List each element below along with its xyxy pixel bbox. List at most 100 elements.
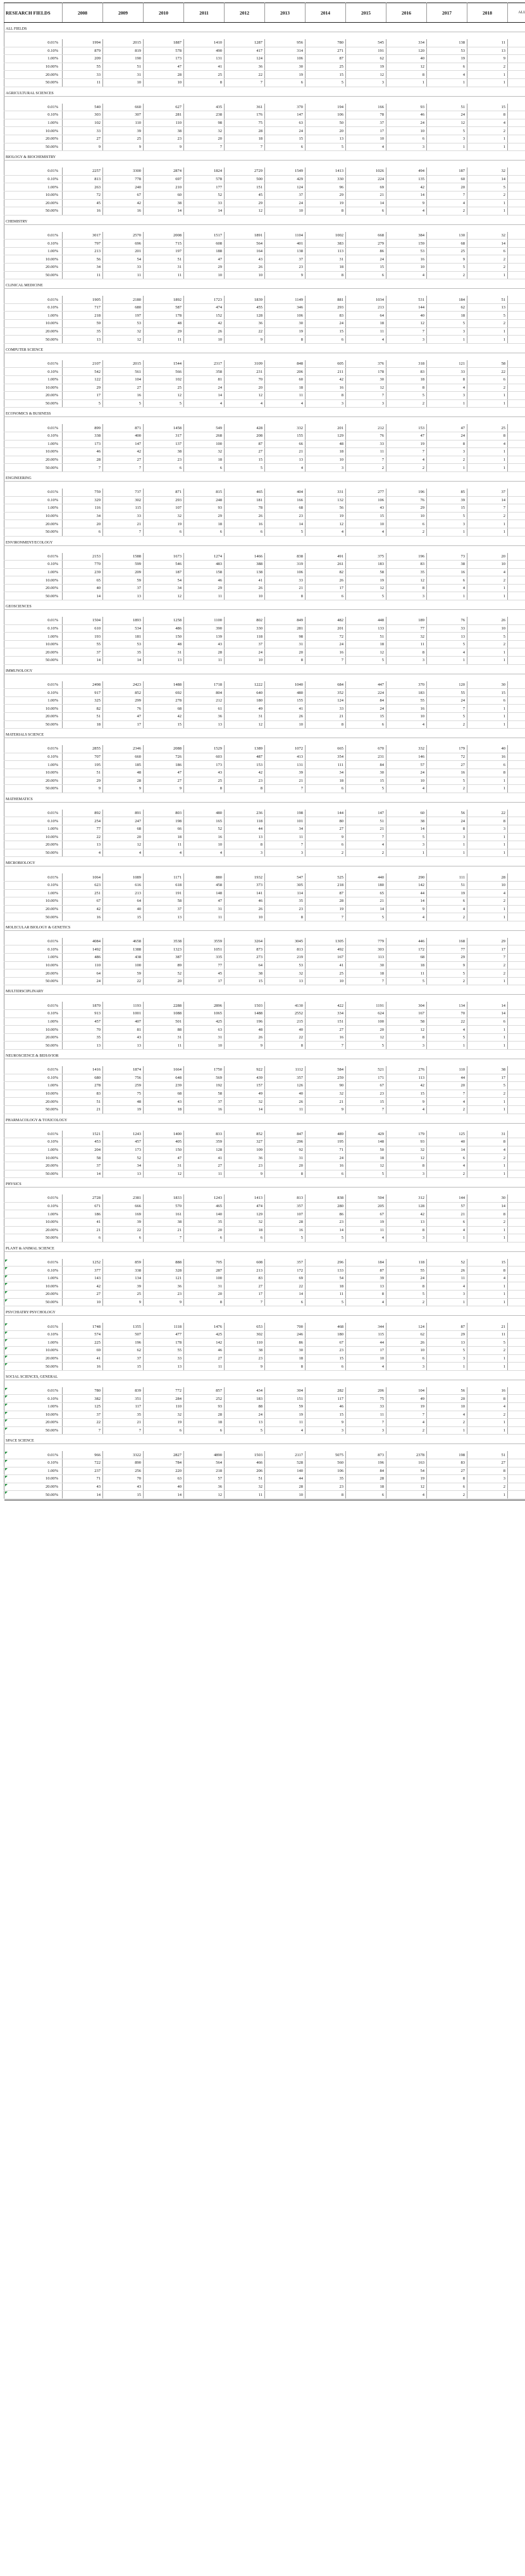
field-name: MULTIDISCIPLINARY (4, 985, 525, 995)
year-value-cell: 14 (345, 199, 386, 208)
year-value-cell: 66 (264, 440, 306, 449)
threshold-label: 10.00% (4, 576, 63, 585)
year-value-cell: 1 (467, 648, 508, 657)
year-value-cell: 161 (143, 1210, 184, 1218)
year-value-cell: 254 (62, 817, 103, 825)
year-value-cell: 24 (386, 769, 427, 777)
year-value-cell: 27 (224, 1282, 265, 1291)
year-value-cell: 4 (345, 1234, 386, 1242)
year-value-cell: 198 (426, 1451, 467, 1459)
year-value-cell: 3 (426, 833, 467, 842)
year-value-cell: 37 (143, 905, 184, 914)
all-years-cell: 1031 (507, 360, 525, 368)
year-value-cell: 16 (426, 769, 467, 777)
threshold-label: 0.10% (4, 1394, 63, 1403)
threshold-label: 50.00% (4, 143, 63, 152)
year-value-cell: 84 (345, 1467, 386, 1476)
year-value-cell: 51 (224, 1474, 265, 1483)
year-value-cell: 5 (345, 1170, 386, 1179)
year-value-cell: 12 (102, 335, 144, 344)
year-value-cell: 25 (102, 135, 144, 143)
spacer-cell (4, 674, 525, 681)
year-value-cell: 784 (143, 1459, 184, 1467)
year-value-cell: 25 (183, 70, 225, 79)
year-value-cell: 10 (264, 1490, 306, 1499)
year-value-cell: 36 (224, 319, 265, 328)
year-value-cell: 75 (224, 119, 265, 128)
year-value-cell: 21 (102, 519, 144, 528)
year-value-cell: 10 (183, 1041, 225, 1050)
year-value-cell: 70 (426, 1009, 467, 1018)
year-value-cell: 76 (345, 432, 386, 440)
threshold-row: 1.00%186169161140129107866742218113 (4, 1210, 525, 1218)
year-value-cell: 196 (345, 1459, 386, 1467)
year-value-cell: 480 (183, 809, 225, 818)
year-value-cell: 457 (62, 1018, 103, 1026)
year-value-cell: 144 (305, 809, 346, 818)
threshold-label: 50.00% (4, 1362, 63, 1371)
year-value-cell: 16 (386, 255, 427, 264)
year-value-cell: 26 (183, 327, 225, 336)
year-value-cell: 100 (102, 961, 144, 970)
year-value-cell: 10 (386, 777, 427, 786)
year-value-cell: 8 (386, 1033, 427, 1042)
year-value-cell: 4 (345, 841, 386, 849)
year-value-cell: 6 (183, 1234, 225, 1242)
year-value-cell: 218 (62, 311, 103, 320)
year-value-cell: 42 (102, 199, 144, 208)
year-value-cell: 40 (102, 905, 144, 914)
year-value-cell: 35 (305, 1474, 346, 1483)
year-value-cell: 2 (467, 319, 508, 328)
year-value-cell: 42 (386, 183, 427, 191)
year-value-cell: 466 (224, 1459, 265, 1467)
year-value-cell: 1 (467, 833, 508, 842)
year-value-cell: 4 (264, 463, 306, 472)
year-value-cell: 30 (345, 375, 386, 384)
year-value-cell: 51 (467, 296, 508, 304)
year-value-cell: 888 (143, 1258, 184, 1267)
year-value-cell: 2 (426, 720, 467, 729)
year-value-cell: 819 (102, 47, 144, 56)
year-value-cell: 28 (264, 1483, 306, 1492)
year-value-cell: 670 (345, 745, 386, 753)
year-value-cell: 6 (426, 1153, 467, 1162)
year-value-cell: 10 (305, 977, 346, 986)
year-value-cell: 51 (62, 1097, 103, 1106)
year-value-cell: 58 (62, 1153, 103, 1162)
year-value-cell: 55 (62, 63, 103, 71)
year-value-cell: 16 (426, 568, 467, 577)
year-value-cell: 700 (264, 1323, 306, 1331)
field-name: SPACE SCIENCE (4, 1434, 525, 1445)
year-value-cell: 213 (62, 247, 103, 256)
year-value-cell: 7 (224, 143, 265, 152)
year-value-cell: 13 (102, 1041, 144, 1050)
year-value-cell: 1 (467, 1033, 508, 1042)
field-name: IMMUNOLOGY (4, 664, 525, 674)
threshold-label: 20.00% (4, 391, 63, 400)
all-years-cell: 15 (507, 1226, 525, 1235)
year-value-cell: 28 (467, 873, 508, 882)
year-value-cell: 6 (143, 528, 184, 537)
threshold-row: 20.00%272523201815131063115 (4, 135, 525, 143)
all-years-cell: 13 (507, 1418, 525, 1427)
all-years-cell: 415 (507, 103, 525, 112)
year-value-cell: 7 (102, 528, 144, 537)
threshold-label: 20.00% (4, 519, 63, 528)
year-value-cell: 4 (386, 720, 427, 729)
threshold-label: 50.00% (4, 528, 63, 537)
year-value-cell: 19 (305, 199, 346, 208)
all-years-cell: 57 (507, 961, 525, 970)
field-name: SOCIAL SCIENCES, GENERAL (4, 1370, 525, 1380)
year-value-cell: 474 (183, 303, 225, 312)
year-value-cell: 1149 (264, 296, 306, 304)
year-value-cell: 8 (386, 70, 427, 79)
year-value-cell: 8 (426, 440, 467, 449)
year-value-cell: 41 (264, 704, 306, 713)
year-value-cell: 23 (264, 512, 306, 521)
year-value-cell: 51 (426, 881, 467, 890)
year-value-cell: 18 (224, 135, 265, 143)
year-value-cell: 1892 (143, 296, 184, 304)
spacer-row (4, 994, 525, 1002)
threshold-label: 20.00% (4, 905, 63, 914)
year-value-cell: 8 (264, 1041, 306, 1050)
